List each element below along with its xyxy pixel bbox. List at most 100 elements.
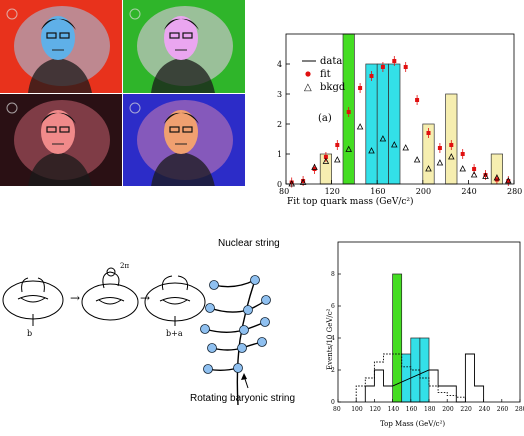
- x-tick-label: 120: [325, 187, 340, 196]
- rotating-string-label: Rotating baryonic string: [190, 393, 295, 404]
- x-tick-label: 140: [388, 406, 400, 413]
- x-tick-label: 240: [461, 187, 476, 196]
- bkgd-point: [459, 165, 466, 172]
- y-tick-label: 6: [331, 303, 335, 310]
- bkgd-point: [288, 180, 295, 187]
- x-tick-label: 280: [515, 406, 524, 413]
- x-tick-label: 200: [416, 187, 431, 196]
- face: [41, 110, 75, 154]
- y-tick-label: 4: [331, 335, 335, 342]
- y-tick-label: 0: [331, 399, 335, 406]
- hair: [41, 18, 76, 30]
- data-bar: [388, 63, 401, 185]
- solid-outline-histogram: [364, 353, 485, 403]
- glasses-right: [59, 32, 70, 39]
- arrow-1: →: [70, 291, 80, 305]
- hair: [41, 112, 76, 124]
- legend-bkgd-label: bkgd: [320, 82, 346, 93]
- y-tick-label: 8: [331, 271, 335, 278]
- top-plot-frame: [285, 33, 515, 185]
- y-tick-label: 2: [331, 367, 335, 374]
- bkgd-point: [322, 157, 330, 164]
- bkgd-point: [470, 171, 478, 178]
- nuclear-string-label: Nuclear string: [218, 238, 280, 249]
- y-tick-label: 2: [277, 120, 282, 129]
- torus-label-b: b: [27, 329, 32, 338]
- bkgd-point: [482, 172, 489, 179]
- torus-3: [144, 275, 206, 326]
- top-legend: data fit △ bkgd: [302, 56, 346, 93]
- data-bar: [445, 93, 458, 185]
- bkgd-point: [299, 178, 307, 185]
- x-tick-label: 280: [507, 187, 522, 196]
- diagram-svg: b → 2π → b+a Nuclear string: [2, 238, 295, 406]
- data-bar: [365, 63, 378, 185]
- portrait-panel-dark-pink: [0, 94, 122, 187]
- x-tick-label: 220: [460, 406, 472, 413]
- bkgd-point: [334, 156, 341, 163]
- torus-2: [81, 267, 139, 321]
- portrait-panel-green-tinted: [123, 0, 245, 93]
- string-diagram: b → 2π → b+a Nuclear string: [0, 230, 310, 432]
- bottom-chart-xlabel: Top Mass (GeV/c²): [380, 420, 445, 428]
- torus-1: [2, 277, 64, 326]
- dotted-outline-histogram: [355, 353, 466, 402]
- x-tick-label: 80: [279, 187, 289, 196]
- corner-mark: [6, 102, 18, 114]
- nuclear-nodes: [200, 275, 271, 374]
- glasses-left: [169, 126, 180, 133]
- x-tick-label: 100: [351, 406, 363, 413]
- legend-fit-label: fit: [320, 69, 331, 80]
- bkgd-point: [311, 163, 318, 170]
- glasses-left: [169, 32, 180, 39]
- face: [41, 16, 75, 60]
- bkgd-point: [448, 153, 455, 160]
- x-tick-label: 120: [369, 406, 381, 413]
- x-tick-label: 160: [406, 406, 418, 413]
- shoulders: [28, 152, 92, 187]
- y-tick-label: 3: [277, 90, 282, 99]
- bkgd-point: [402, 144, 409, 151]
- arrow-2: →: [140, 291, 150, 305]
- top-mass-chart: 80 100 120 140 160 180 200 220 240 260 280 0 2 4 6 8 Ev…: [312, 230, 524, 432]
- torus-2-mark: 2π: [120, 262, 129, 270]
- face: [164, 110, 198, 154]
- top-quark-fit-chart: 80 120 160 200 240 280 0 1 2 3 4 data fit △ bkgd (…: [270, 24, 524, 210]
- x-tick-label: 200: [442, 406, 454, 413]
- x-tick-label: 160: [370, 187, 385, 196]
- y-tick-label: 1: [277, 150, 282, 159]
- glasses-right: [182, 126, 193, 133]
- shoulders: [28, 58, 92, 93]
- glasses-right: [59, 126, 70, 133]
- corner-mark: [129, 102, 141, 114]
- shoulders: [151, 58, 215, 93]
- bkgd-point: [425, 165, 432, 172]
- mass-bar: [401, 353, 412, 403]
- bkgd-point: [436, 159, 444, 166]
- portrait-panel-blue-purple: [123, 94, 245, 187]
- pointer-arrowhead: [241, 373, 247, 380]
- bottom-chart-svg: 80 100 120 140 160 180 200 220 240 260 280 0 2 4 6 8 Ev…: [326, 241, 524, 428]
- x-tick-label: 180: [424, 406, 436, 413]
- x-tick-label: 260: [497, 406, 509, 413]
- glasses-right: [182, 32, 193, 39]
- corner-mark: [6, 8, 18, 20]
- panel-label: (a): [318, 113, 332, 124]
- bkgd-point: [356, 123, 364, 130]
- mass-bar: [419, 337, 430, 403]
- face: [164, 16, 198, 60]
- glasses-left: [46, 32, 57, 39]
- torus-label-ba: b+a: [166, 329, 183, 338]
- bkgd-point: [413, 156, 421, 163]
- y-tick-label: 4: [277, 60, 282, 69]
- top-chart-xlabel: Fit top quark mass (GeV/c²): [287, 196, 414, 207]
- bottom-chart-ylabel: Events/10 GeV/c²: [326, 308, 334, 370]
- x-tick-label: 240: [479, 406, 491, 413]
- bkgd-point: [345, 145, 352, 152]
- legend-data-label: data: [320, 56, 342, 67]
- y-tick-label: 0: [277, 180, 282, 189]
- bkgd-point: [505, 177, 512, 184]
- bkgd-point: [379, 135, 387, 142]
- bkgd-point: [493, 174, 501, 181]
- x-tick-label: 80: [333, 406, 341, 413]
